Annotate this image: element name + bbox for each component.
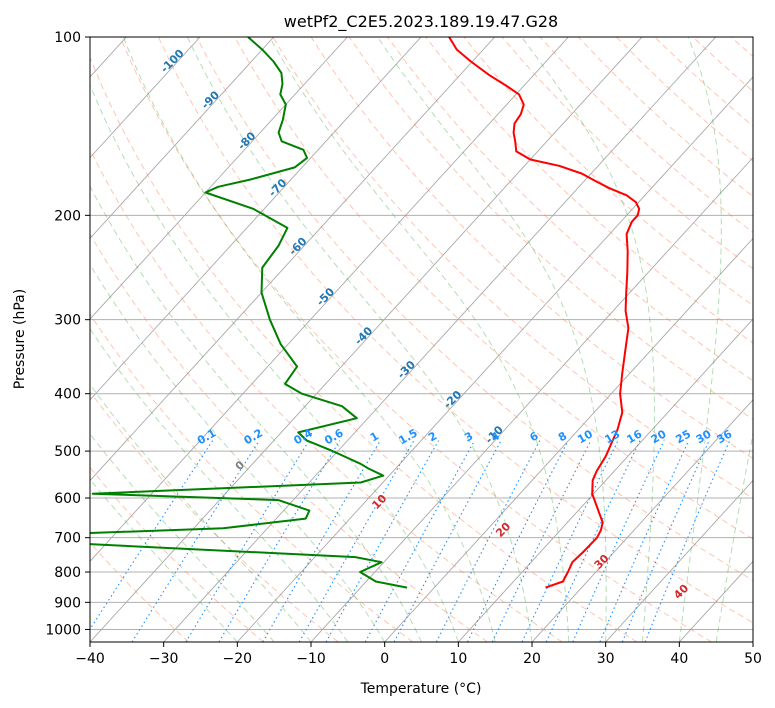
x-axis-label: Temperature (°C) <box>360 681 482 697</box>
chart-title: wetPf2_C2E5.2023.189.19.47.G28 <box>284 12 558 32</box>
moist-adiabat-line <box>521 37 655 642</box>
dry-adiabat-line <box>119 37 712 642</box>
temperature-profile-line <box>448 37 641 589</box>
y-tick-label: 900 <box>54 595 81 611</box>
mixing-ratio-lines <box>90 440 731 642</box>
x-tick-label: 0 <box>380 651 389 667</box>
isotherm-line <box>605 479 753 642</box>
plot-area: -100-90-80-70-60-50-40-30-20-100.1 0.2 0.4… <box>90 37 753 642</box>
mixing-ratio-line <box>185 440 310 642</box>
x-tick-label: 30 <box>597 651 615 667</box>
dry-adiabat-line <box>310 37 753 460</box>
y-axis-label: Pressure (hPa) <box>12 289 28 389</box>
isotherm-line <box>237 76 753 642</box>
isotherm-line <box>384 237 753 642</box>
y-tick-label: 600 <box>54 491 81 507</box>
x-tick-label: 10 <box>449 651 467 667</box>
mixing-ratio-line <box>262 440 381 642</box>
moist-adiabat-line <box>90 383 312 642</box>
x-axis-ticks: −40 −30 −20 −10 0 10 20 30 40 50 <box>75 642 762 667</box>
mixing-ratio-line <box>325 440 440 642</box>
isotherm-line <box>90 37 569 562</box>
mixing-ratio-line <box>393 440 502 642</box>
dry-adiabat-line <box>90 466 264 642</box>
x-tick-label: −20 <box>223 651 253 667</box>
y-tick-label: 1000 <box>45 622 81 638</box>
x-tick-label: 40 <box>670 651 688 667</box>
y-tick-label: 400 <box>54 387 81 403</box>
y-tick-label: 100 <box>54 30 81 46</box>
mixing-ratio-line <box>298 440 415 642</box>
moist-adiabat-line <box>678 37 722 642</box>
y-tick-label: 300 <box>54 313 81 329</box>
isotherm-line <box>90 37 643 642</box>
mixing-ratio-line <box>364 440 476 642</box>
dry-adiabat-line <box>387 37 753 382</box>
isotherm-line <box>90 37 275 240</box>
isotherm-line <box>458 318 753 642</box>
moist-adiabat-line <box>377 37 607 642</box>
x-tick-label: −30 <box>149 651 179 667</box>
mixing-ratio-line <box>644 440 731 642</box>
profile-series <box>90 37 641 589</box>
dry-adiabat-line <box>348 37 753 420</box>
dry-adiabat-line <box>157 37 753 624</box>
y-tick-label: 500 <box>54 444 81 460</box>
moist-adiabat-line <box>186 37 533 642</box>
isotherm-line <box>310 156 753 642</box>
mixing-ratio-line <box>90 440 214 631</box>
moist-adiabat-line <box>90 263 386 642</box>
isotherm-line <box>90 37 422 401</box>
mixing-ratio-line <box>435 440 541 642</box>
x-tick-label: 50 <box>744 651 762 667</box>
isotherm-line <box>90 37 496 482</box>
dry-adiabat-line <box>90 148 563 642</box>
plot-frame <box>89 36 754 643</box>
mixing-ratio-line <box>521 440 619 642</box>
dry-adiabats <box>90 37 753 642</box>
y-tick-label: 200 <box>54 208 81 224</box>
dry-adiabat-line <box>90 233 488 642</box>
moist-adiabat-line <box>715 430 753 642</box>
moist-adiabat-line <box>90 83 459 642</box>
x-tick-label: −40 <box>75 651 105 667</box>
dewpoint-profile-line <box>90 37 408 589</box>
isotherm-line <box>531 399 753 642</box>
moist-adiabat-line <box>122 37 496 642</box>
dry-adiabat-line <box>196 37 753 582</box>
isotherm-line <box>90 37 348 320</box>
dry-adiabat-line <box>90 56 638 642</box>
dry-adiabat-line <box>272 37 753 499</box>
mixing-ratio-line <box>218 440 341 642</box>
moist-adiabat-line <box>90 327 349 642</box>
y-tick-label: 800 <box>54 565 81 581</box>
mixing-ratio-line <box>491 440 592 642</box>
dry-adiabat-line <box>234 37 753 540</box>
y-tick-label: 700 <box>54 531 81 547</box>
y-axis-ticks: 100 200 300 400 500 600 700 800 900 1000 <box>45 30 90 638</box>
dry-adiabat-line <box>90 542 190 642</box>
isotherm-line <box>163 37 717 642</box>
mixing-ratio-line <box>467 440 569 642</box>
x-tick-label: 20 <box>523 651 541 667</box>
moist-adiabat-line <box>90 185 422 642</box>
isotherms <box>90 37 753 642</box>
isotherm-line <box>90 37 201 159</box>
moist-adiabat-line <box>269 37 570 642</box>
moist-adiabats <box>90 37 753 642</box>
x-tick-label: −10 <box>296 651 326 667</box>
